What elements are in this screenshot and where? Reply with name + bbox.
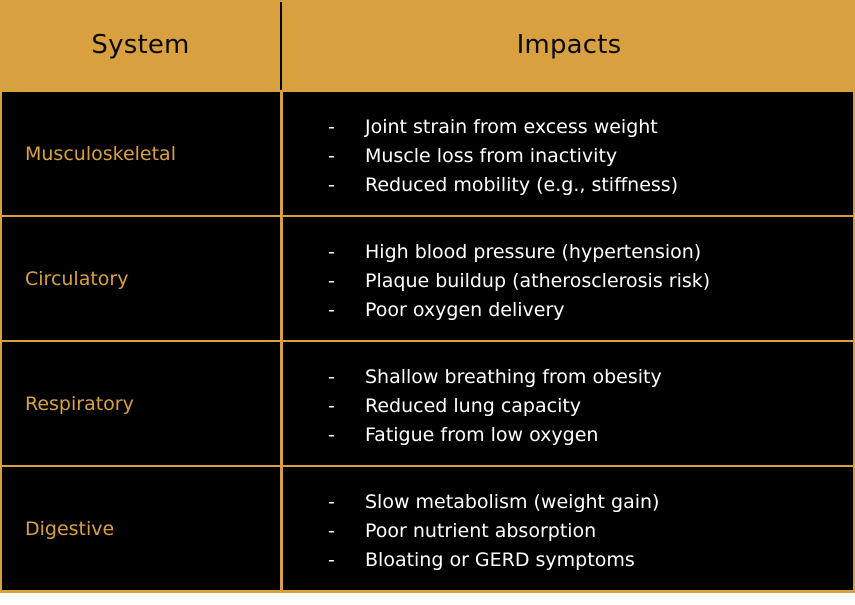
impact-text: High blood pressure (hypertension) bbox=[365, 241, 702, 263]
impact-text: Bloating or GERD symptoms bbox=[365, 549, 635, 571]
table-row: Musculoskeletal - Joint strain from exce… bbox=[2, 92, 853, 215]
impact-list: - Slow metabolism (weight gain) - Poor n… bbox=[283, 488, 853, 575]
list-item: - Poor nutrient absorption bbox=[283, 517, 853, 546]
table-row: Respiratory - Shallow breathing from obe… bbox=[2, 342, 853, 465]
bullet-dash: - bbox=[328, 299, 335, 321]
impact-list: - Joint strain from excess weight - Musc… bbox=[283, 113, 853, 200]
impact-list: - Shallow breathing from obesity - Reduc… bbox=[283, 363, 853, 450]
list-item: - Plaque buildup (atherosclerosis risk) bbox=[283, 267, 853, 296]
bullet-dash: - bbox=[328, 241, 335, 263]
list-item: - High blood pressure (hypertension) bbox=[283, 238, 853, 267]
table-header-row: System Impacts bbox=[0, 0, 855, 90]
header-column-divider bbox=[280, 2, 282, 90]
bullet-dash: - bbox=[328, 116, 335, 138]
impact-text: Muscle loss from inactivity bbox=[365, 145, 618, 167]
list-item: - Poor oxygen delivery bbox=[283, 296, 853, 325]
impact-text: Poor nutrient absorption bbox=[365, 520, 597, 542]
bullet-dash: - bbox=[328, 145, 335, 167]
impact-text: Poor oxygen delivery bbox=[365, 299, 565, 321]
impacts-cell: - High blood pressure (hypertension) - P… bbox=[283, 217, 853, 340]
impact-text: Joint strain from excess weight bbox=[365, 116, 658, 138]
impact-list: - High blood pressure (hypertension) - P… bbox=[283, 238, 853, 325]
list-item: - Slow metabolism (weight gain) bbox=[283, 488, 853, 517]
bullet-dash: - bbox=[328, 366, 335, 388]
system-label: Digestive bbox=[25, 517, 115, 540]
bullet-dash: - bbox=[328, 174, 335, 196]
header-system: System bbox=[91, 30, 190, 60]
list-item: - Reduced lung capacity bbox=[283, 392, 853, 421]
system-label: Respiratory bbox=[25, 392, 134, 415]
system-cell: Digestive bbox=[2, 467, 280, 590]
impact-text: Plaque buildup (atherosclerosis risk) bbox=[365, 270, 711, 292]
system-cell: Musculoskeletal bbox=[2, 92, 280, 215]
impact-text: Fatigue from low oxygen bbox=[365, 424, 599, 446]
bullet-dash: - bbox=[328, 395, 335, 417]
impacts-cell: - Slow metabolism (weight gain) - Poor n… bbox=[283, 467, 853, 590]
impacts-cell: - Shallow breathing from obesity - Reduc… bbox=[283, 342, 853, 465]
impact-text: Shallow breathing from obesity bbox=[365, 366, 662, 388]
bullet-dash: - bbox=[328, 270, 335, 292]
list-item: - Muscle loss from inactivity bbox=[283, 142, 853, 171]
bullet-dash: - bbox=[328, 491, 335, 513]
system-label: Musculoskeletal bbox=[25, 142, 176, 165]
bullet-dash: - bbox=[328, 424, 335, 446]
impact-text: Reduced lung capacity bbox=[365, 395, 582, 417]
impacts-cell: - Joint strain from excess weight - Musc… bbox=[283, 92, 853, 215]
list-item: - Joint strain from excess weight bbox=[283, 113, 853, 142]
system-cell: Respiratory bbox=[2, 342, 280, 465]
bullet-dash: - bbox=[328, 520, 335, 542]
list-item: - Bloating or GERD symptoms bbox=[283, 546, 853, 575]
system-cell: Circulatory bbox=[2, 217, 280, 340]
impact-text: Slow metabolism (weight gain) bbox=[365, 491, 660, 513]
list-item: - Reduced mobility (e.g., stiffness) bbox=[283, 171, 853, 200]
list-item: - Shallow breathing from obesity bbox=[283, 363, 853, 392]
system-label: Circulatory bbox=[25, 267, 129, 290]
list-item: - Fatigue from low oxygen bbox=[283, 421, 853, 450]
header-impacts: Impacts bbox=[516, 30, 622, 60]
table-row: Circulatory - High blood pressure (hyper… bbox=[2, 217, 853, 340]
bullet-dash: - bbox=[328, 549, 335, 571]
table-row: Digestive - Slow metabolism (weight gain… bbox=[2, 467, 853, 590]
impact-text: Reduced mobility (e.g., stiffness) bbox=[365, 174, 679, 196]
